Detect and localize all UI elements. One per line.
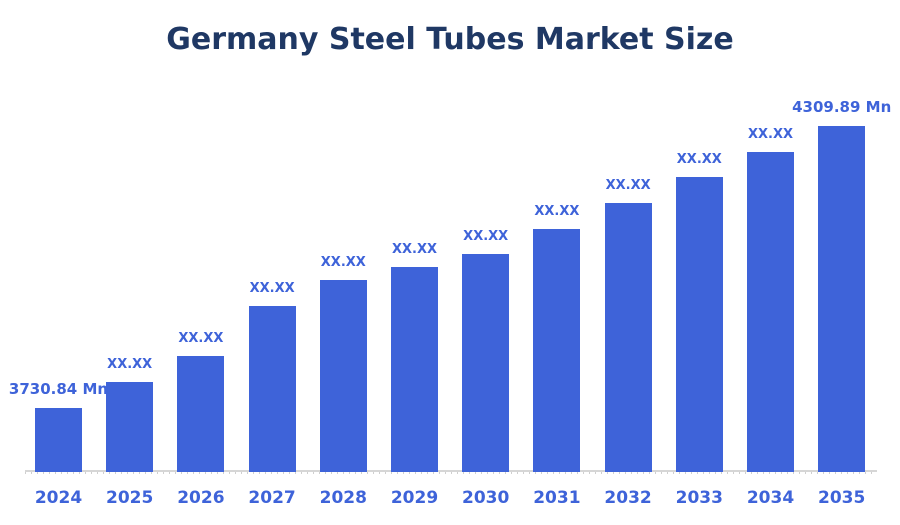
x-axis-label-2033: 2033 [675, 488, 723, 508]
bar-2033 [675, 177, 723, 472]
bar-2031 [533, 229, 581, 472]
bar-2029 [391, 267, 438, 472]
bar-2028 [319, 280, 367, 472]
bar-2025 [106, 382, 154, 472]
bar-2032 [604, 203, 652, 472]
bar-2030 [462, 254, 510, 472]
x-axis-label-2031: 2031 [533, 488, 581, 508]
bar-value-label-2034: XX.XX [747, 127, 794, 142]
bar-value-label-2029: XX.XX [391, 242, 438, 257]
x-axis-label-2025: 2025 [106, 488, 154, 508]
bar-value-label-2025: XX.XX [107, 357, 153, 372]
bar-value-label-2028: XX.XX [320, 255, 366, 270]
x-axis-label-2024: 2024 [34, 488, 83, 508]
bar-2027 [248, 306, 296, 472]
bar-value-label-2035: 4309.89 Mn [792, 98, 892, 116]
bar-2024 [35, 408, 82, 472]
bar-2034 [747, 152, 794, 472]
x-axis-label-2026: 2026 [177, 488, 225, 508]
bar-2026 [177, 356, 225, 472]
x-axis-label-2028: 2028 [319, 488, 367, 508]
bar-value-label-2033: XX.XX [676, 152, 722, 167]
bar-value-label-2031: XX.XX [534, 204, 580, 219]
bar-value-label-2024: 3730.84 Mn [8, 380, 109, 398]
x-axis-label-2035: 2035 [818, 488, 866, 508]
bar-2035 [818, 126, 866, 472]
chart-title: Germany Steel Tubes Market Size [166, 22, 734, 57]
bar-value-label-2030: XX.XX [463, 229, 509, 244]
x-axis-tick-marks [25, 472, 877, 474]
x-axis-label-2032: 2032 [604, 488, 652, 508]
bar-value-label-2032: XX.XX [605, 178, 651, 193]
x-axis-label-2029: 2029 [390, 488, 439, 508]
x-axis-line [25, 470, 877, 472]
x-axis-label-2034: 2034 [746, 488, 795, 508]
x-axis-label-2030: 2030 [462, 488, 510, 508]
bar-value-label-2027: XX.XX [249, 281, 295, 296]
bar-value-label-2026: XX.XX [178, 331, 224, 346]
x-axis-label-2027: 2027 [248, 488, 296, 508]
